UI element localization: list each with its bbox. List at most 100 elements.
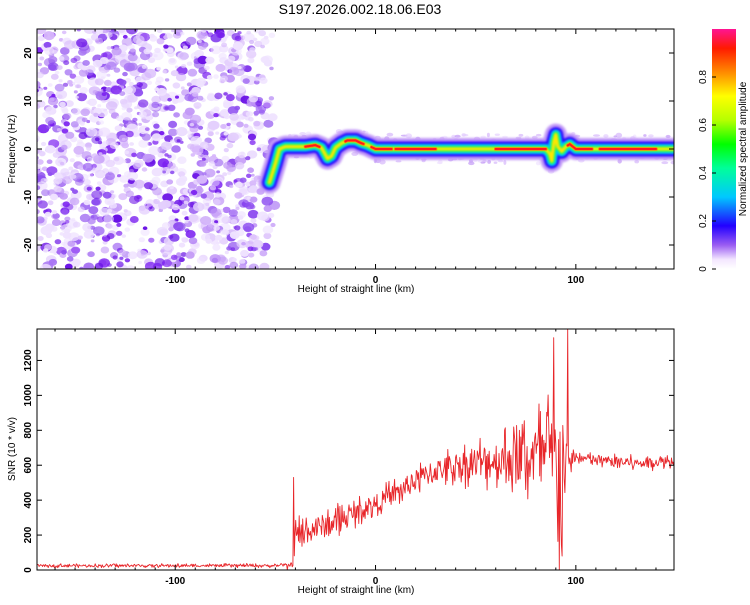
colorbar-label: Normalized spectral amplitude	[738, 81, 749, 216]
noise-blob	[167, 162, 176, 169]
noise-blob	[155, 76, 164, 83]
noise-blob	[215, 131, 220, 135]
noise-blob	[188, 193, 193, 197]
noise-blob	[125, 130, 134, 138]
noise-blob	[166, 179, 174, 185]
noise-blob	[61, 250, 67, 255]
noise-blob	[127, 62, 138, 71]
noise-blob	[247, 57, 255, 64]
track-halo-blob	[468, 159, 474, 163]
noise-blob	[99, 57, 109, 64]
noise-blob	[259, 262, 270, 269]
noise-blob	[162, 251, 172, 259]
noise-blob	[214, 92, 223, 100]
snr-ytick-label: 1000	[23, 384, 34, 407]
noise-blob	[118, 29, 126, 34]
noise-blob	[47, 200, 54, 206]
noise-blob	[82, 162, 94, 172]
noise-blob	[269, 66, 274, 71]
noise-blob	[253, 120, 261, 127]
spectrogram-ytick-label: 10	[23, 95, 34, 107]
noise-blob	[196, 185, 203, 191]
spectrogram-ytick-label: 20	[23, 47, 34, 59]
noise-blob	[56, 128, 62, 132]
noise-blob	[56, 65, 63, 70]
noise-blob	[267, 113, 278, 122]
noise-blob	[100, 246, 110, 254]
noise-blob	[124, 86, 133, 94]
noise-blob	[52, 213, 60, 219]
noise-blob	[223, 148, 229, 153]
spectrogram-noise	[37, 29, 281, 269]
noise-blob	[37, 164, 41, 170]
noise-blob	[133, 179, 145, 189]
noise-blob	[140, 228, 150, 236]
noise-blob	[171, 29, 175, 33]
track-halo-blob	[535, 133, 542, 137]
noise-blob	[166, 33, 173, 39]
noise-blob	[156, 66, 162, 71]
noise-blob	[234, 225, 241, 231]
noise-blob	[126, 107, 133, 113]
noise-blob	[47, 97, 59, 106]
noise-blob	[82, 60, 90, 66]
noise-blob	[220, 75, 228, 82]
noise-blob	[222, 172, 228, 177]
noise-blob	[54, 83, 65, 92]
noise-blob	[45, 232, 53, 239]
noise-blob	[58, 38, 64, 42]
noise-blob	[197, 95, 204, 101]
noise-blob	[263, 35, 269, 40]
noise-blob	[181, 64, 187, 69]
noise-blob	[172, 82, 181, 89]
noise-blob	[239, 177, 247, 183]
noise-blob	[70, 121, 79, 128]
noise-blob	[79, 45, 91, 54]
noise-blob	[90, 239, 95, 243]
noise-blob	[174, 65, 179, 69]
noise-blob	[248, 94, 259, 103]
noise-blob	[247, 246, 254, 252]
noise-blob	[112, 255, 118, 260]
noise-blob	[61, 144, 68, 150]
noise-blob	[210, 178, 220, 187]
noise-blob	[37, 71, 44, 79]
noise-blob	[49, 193, 59, 201]
noise-blob	[247, 196, 251, 200]
noise-blob	[77, 206, 85, 213]
track-halo-blob	[299, 132, 307, 135]
track-peak-red	[344, 139, 365, 145]
noise-blob	[186, 61, 193, 66]
noise-blob	[234, 35, 242, 41]
noise-blob	[237, 66, 242, 70]
noise-blob	[191, 86, 201, 95]
noise-blob	[45, 117, 55, 125]
noise-blob	[233, 67, 245, 77]
noise-blob	[75, 95, 79, 99]
noise-blob	[124, 227, 131, 232]
noise-blob	[196, 175, 208, 184]
noise-blob	[71, 246, 81, 254]
noise-blob	[236, 239, 248, 249]
noise-blob	[175, 177, 186, 186]
noise-blob	[153, 123, 160, 129]
noise-blob	[93, 112, 99, 117]
noise-blob	[159, 167, 164, 171]
noise-blob	[162, 48, 167, 52]
noise-blob	[187, 143, 195, 150]
noise-blob	[131, 152, 137, 158]
noise-blob	[58, 56, 65, 61]
noise-blob	[86, 186, 92, 191]
noise-blob	[229, 261, 239, 269]
noise-blob	[69, 197, 80, 206]
noise-blob	[48, 56, 58, 64]
noise-blob	[76, 84, 82, 89]
noise-blob	[103, 79, 112, 86]
noise-blob	[60, 224, 72, 233]
noise-blob	[262, 225, 274, 234]
track-halo-blob	[486, 132, 490, 138]
noise-blob	[141, 64, 147, 69]
noise-blob	[94, 137, 100, 142]
spectrogram-ylabel: Frequency (Hz)	[7, 115, 18, 184]
